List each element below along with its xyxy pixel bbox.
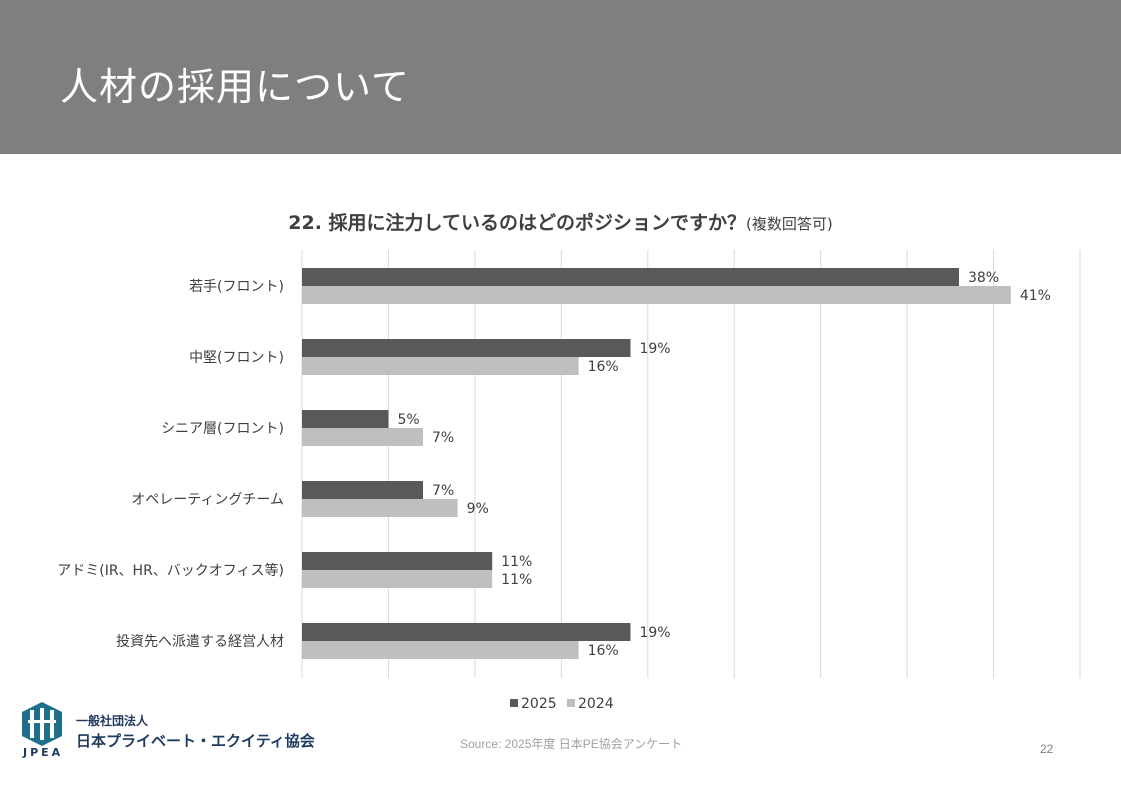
category-label: アドミ(IR、HR、バックオフィス等) <box>57 562 284 579</box>
legend-swatch-2024 <box>567 699 575 707</box>
data-label: 16% <box>588 643 619 659</box>
bar-2024 <box>302 286 1011 304</box>
category-label: 中堅(フロント) <box>189 350 284 366</box>
data-label: 7% <box>432 483 454 499</box>
category-label: シニア層(フロント) <box>161 421 284 437</box>
header-bar: 人材の採用について <box>0 0 1121 154</box>
legend-swatch-2025 <box>510 699 518 707</box>
bar-2024 <box>302 428 424 446</box>
data-label: 16% <box>588 359 619 375</box>
chart-title: 22. 採用に注力しているのはどのポジションですか？(複数回答可) <box>0 208 1121 235</box>
bar-2024 <box>302 499 458 517</box>
data-label: 5% <box>397 412 419 428</box>
jpea-logo: JPEA 一般社団法人 日本プライベート・エクイティ協会 <box>22 702 315 759</box>
data-label: 9% <box>467 501 489 517</box>
bar-2024 <box>302 357 579 375</box>
logo-abbr: JPEA <box>23 746 64 759</box>
bar-2025 <box>302 552 493 570</box>
bar-2024 <box>302 570 493 588</box>
chart-title-text: 22. 採用に注力しているのはどのポジションですか？ <box>288 212 746 234</box>
data-label: 41% <box>1020 288 1051 304</box>
legend-label: 2024 <box>578 696 614 712</box>
data-label: 11% <box>501 572 532 588</box>
legend-label: 2025 <box>521 696 557 712</box>
category-label: 投資先へ派遣する経営人材 <box>116 634 284 650</box>
data-label: 11% <box>501 554 532 570</box>
bar-2025 <box>302 339 631 357</box>
bar-2025 <box>302 481 424 499</box>
data-label: 19% <box>639 341 670 357</box>
bar-2025 <box>302 268 959 286</box>
logo-line2: 日本プライベート・エクイティ協会 <box>76 732 315 750</box>
page-title: 人材の採用について <box>60 65 410 109</box>
logo-line1: 一般社団法人 <box>76 714 149 728</box>
page-number: 22 <box>1040 742 1054 756</box>
category-label: オペレーティングチーム <box>131 492 284 508</box>
category-label: 若手(フロント) <box>189 279 284 295</box>
logo-mark-icon <box>22 702 62 746</box>
source-note: Source: 2025年度 日本PE協会アンケート <box>460 737 683 751</box>
bar-2024 <box>302 641 579 659</box>
data-label: 38% <box>968 270 999 286</box>
bar-2025 <box>302 410 389 428</box>
bar-2025 <box>302 623 631 641</box>
chart-title-note: (複数回答可) <box>746 215 833 233</box>
data-label: 19% <box>639 625 670 641</box>
data-label: 7% <box>432 430 454 446</box>
